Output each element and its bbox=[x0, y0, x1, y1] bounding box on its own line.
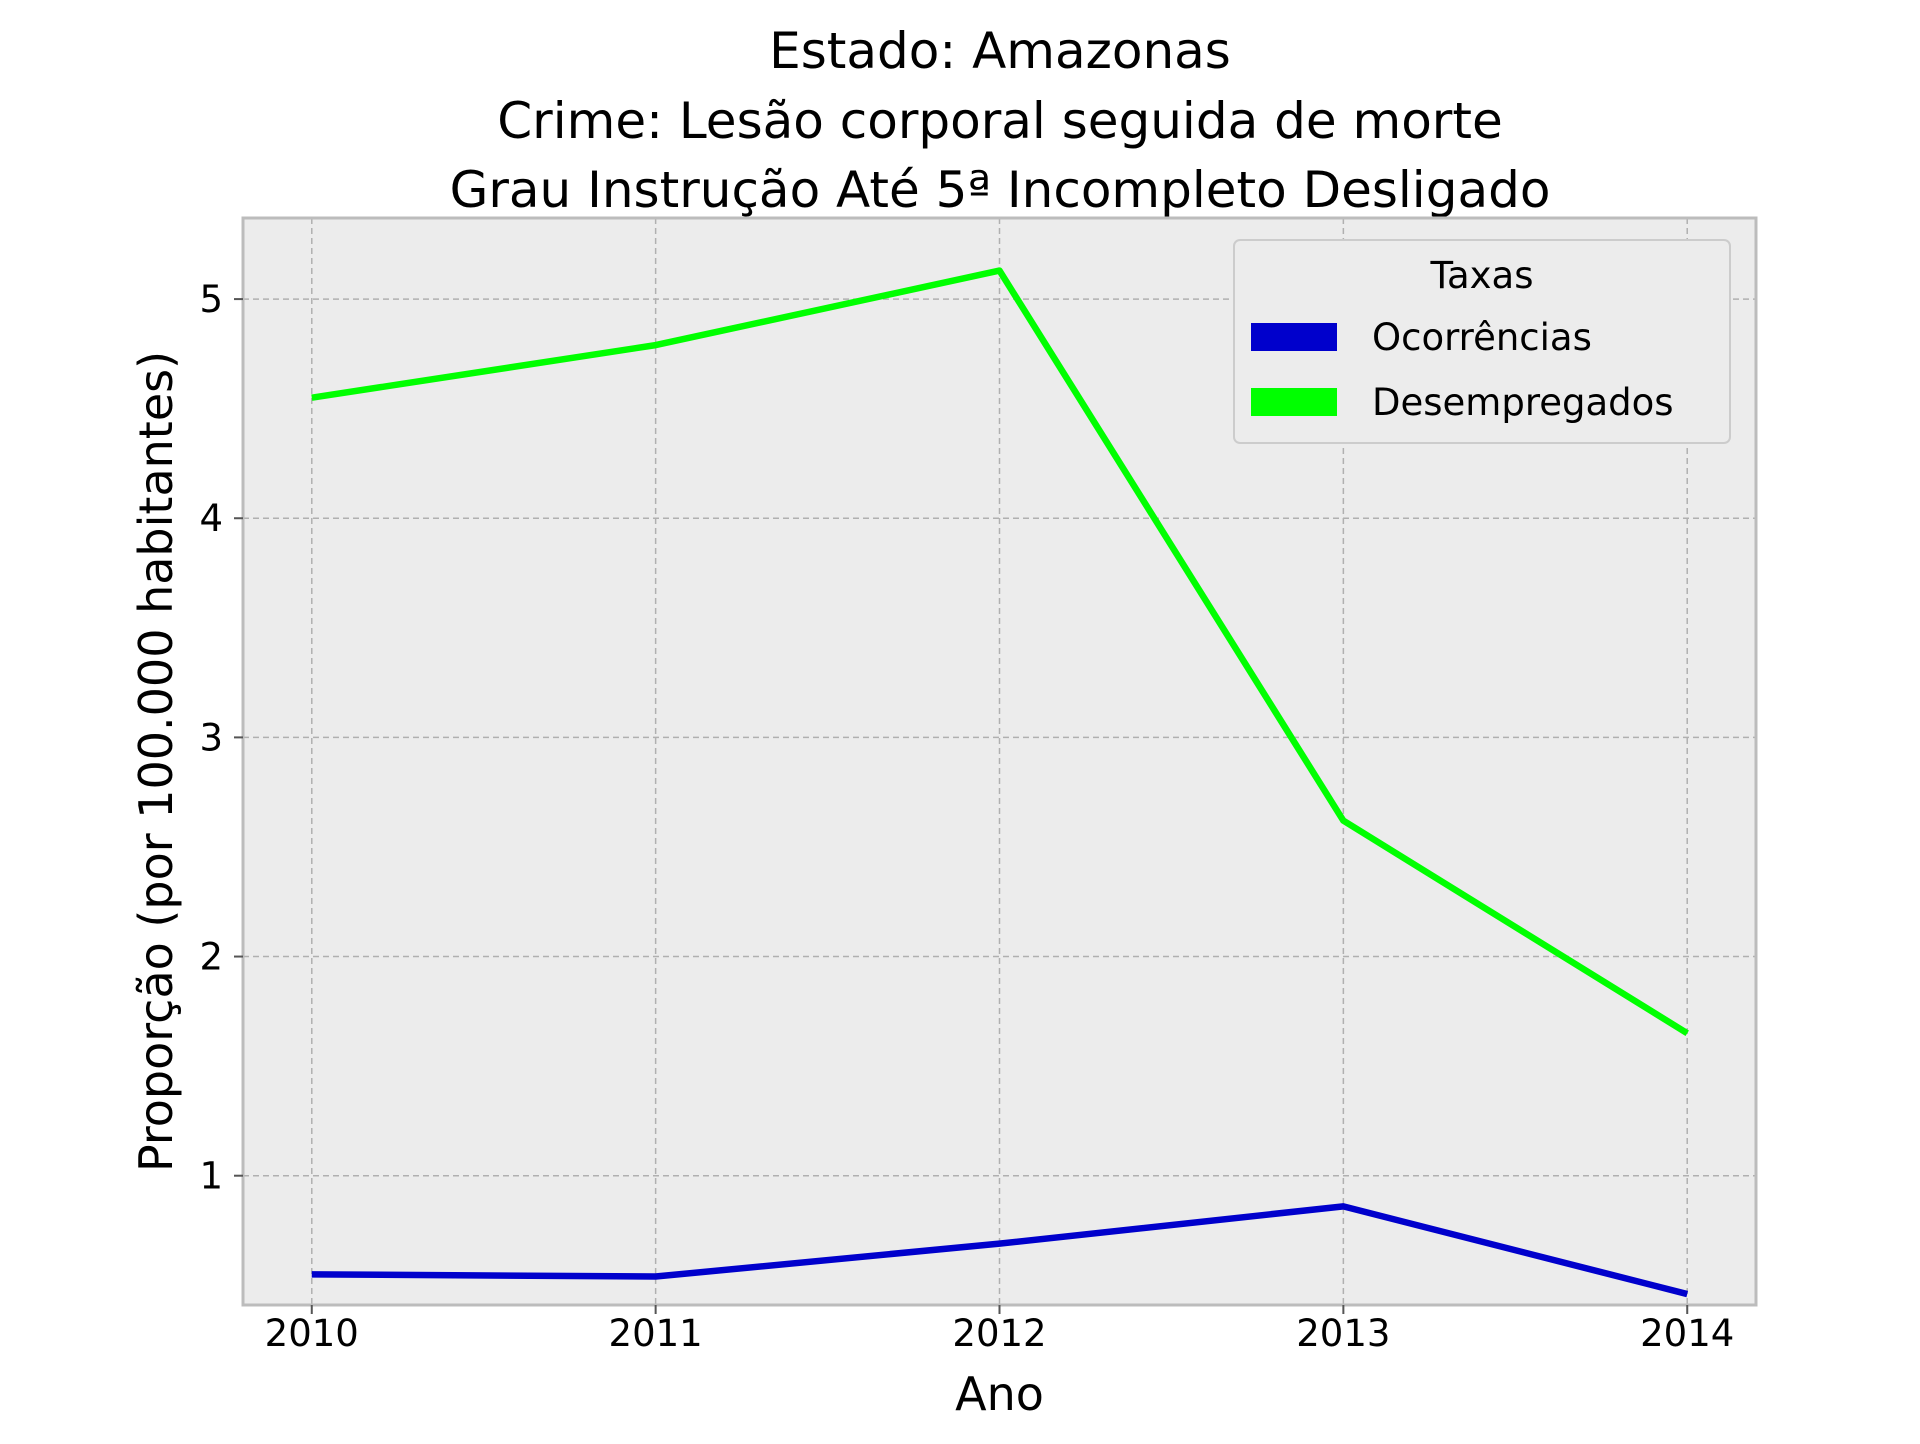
y-tick-label: 3 bbox=[199, 716, 223, 759]
y-axis-label: Proporção (por 100.000 habitantes) bbox=[129, 351, 183, 1172]
chart-title-line-state: Estado: Amazonas bbox=[769, 22, 1231, 80]
legend-swatch-desempregados bbox=[1251, 388, 1337, 416]
y-tick-label: 1 bbox=[199, 1155, 223, 1198]
legend-title: Taxas bbox=[1430, 254, 1534, 297]
y-axis-ticks: 1 2 3 4 5 bbox=[199, 278, 243, 1198]
legend: Taxas Ocorrências Desempregados bbox=[1234, 240, 1730, 443]
legend-swatch-ocorrencias bbox=[1251, 323, 1337, 351]
y-tick-label: 5 bbox=[199, 278, 223, 321]
x-axis-label: Ano bbox=[955, 1367, 1044, 1421]
chart-title-line-crime: Crime: Lesão corporal seguida de morte bbox=[497, 92, 1502, 150]
legend-label-ocorrencias: Ocorrências bbox=[1372, 316, 1592, 359]
chart-title-line-education: Grau Instrução Até 5ª Incompleto Desliga… bbox=[450, 161, 1551, 219]
x-tick-label: 2010 bbox=[265, 1312, 359, 1355]
y-tick-label: 2 bbox=[199, 936, 223, 979]
chart-title: Estado: Amazonas Crime: Lesão corporal s… bbox=[450, 22, 1551, 219]
y-tick-label: 4 bbox=[199, 497, 223, 540]
x-tick-label: 2013 bbox=[1296, 1312, 1390, 1355]
x-tick-label: 2014 bbox=[1640, 1312, 1734, 1355]
x-tick-label: 2011 bbox=[609, 1312, 703, 1355]
legend-label-desempregados: Desempregados bbox=[1372, 381, 1674, 424]
x-tick-label: 2012 bbox=[952, 1312, 1046, 1355]
x-axis-ticks: 2010 2011 2012 2013 2014 bbox=[265, 1305, 1735, 1355]
